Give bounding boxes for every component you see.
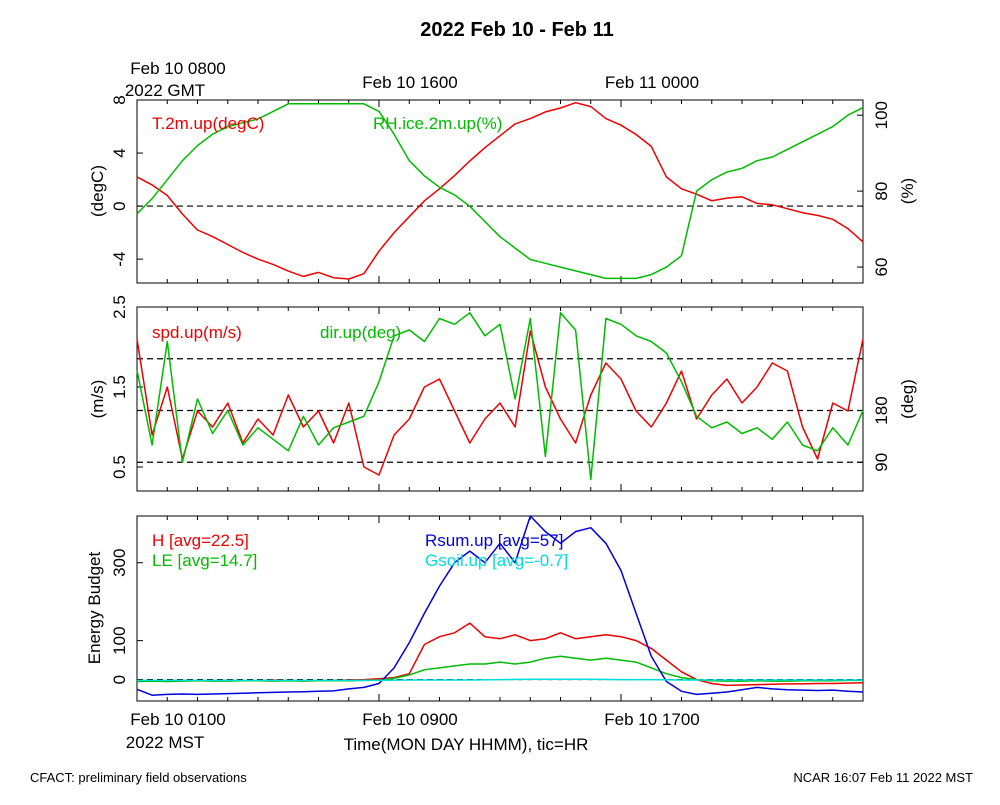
gmt-label-line1: Feb 10 0800 — [130, 59, 225, 78]
series-line — [136, 103, 864, 280]
y-tick-label-right: 180 — [872, 396, 891, 424]
footer-right: NCAR 16:07 Feb 11 2022 MST — [793, 770, 973, 785]
series-line — [136, 312, 864, 481]
y-tick-label-left: 8 — [110, 95, 129, 104]
figure-title: 2022 Feb 10 - Feb 11 — [420, 19, 613, 41]
y-tick-label-right: 60 — [872, 258, 891, 277]
y-axis-label-left: Energy Budget — [85, 551, 104, 664]
y-tick-label-left: 0 — [110, 675, 129, 684]
y-tick-label-left: 4 — [110, 148, 129, 157]
panel-wind: 0.5 1.5 2.5 90 180 (m/s) (deg) spd.up(m/s) d… — [88, 295, 917, 492]
y-tick-label-left: 0 — [110, 201, 129, 210]
y-axis-label-right: (%) — [898, 178, 917, 204]
legend-series-label: dir.up(deg) — [320, 323, 401, 342]
mst-label-line1: Feb 10 0100 — [130, 710, 225, 729]
y-axis-label-left: (degC) — [88, 165, 107, 217]
gmt-label-line2: 2022 GMT — [125, 81, 205, 100]
y-tick-label-left: 0.5 — [110, 455, 129, 479]
panel-energy-budget: 0 100 300 Energy Budget H [avg=22.5] LE [a… — [85, 515, 864, 702]
y-tick-label-right: 80 — [872, 182, 891, 201]
mst-tick-label: Feb 10 1700 — [604, 710, 699, 729]
legend-series-label: spd.up(m/s) — [152, 323, 242, 342]
y-tick-label-left: 100 — [110, 626, 129, 654]
y-tick-label-left: -4 — [110, 252, 129, 267]
y-axis-label-right: (deg) — [898, 379, 917, 419]
y-axis-label-left: (m/s) — [88, 380, 107, 419]
legend-series-label: RH.ice.2m.up(%) — [373, 114, 502, 133]
legend-series-label: Gsoil.up [avg=-0.7] — [425, 551, 568, 570]
gmt-tick-label: Feb 10 1600 — [362, 73, 457, 92]
gmt-tick-label: Feb 11 0000 — [605, 73, 699, 92]
y-tick-label-left: 1.5 — [110, 375, 129, 399]
series-line — [136, 515, 864, 696]
series-line — [136, 622, 864, 687]
legend-series-label: T.2m.up(degC) — [152, 114, 264, 133]
series-line — [136, 655, 863, 683]
y-tick-label-right: 100 — [872, 101, 891, 129]
panel-frame — [136, 306, 864, 492]
series-line — [137, 678, 863, 682]
mst-label-line2: 2022 MST — [126, 733, 204, 752]
mst-tick-label: Feb 10 0900 — [362, 710, 457, 729]
y-tick-label-left: 300 — [110, 549, 129, 577]
legend-series-label: H [avg=22.5] — [152, 531, 249, 550]
legend-series-label: Rsum.up [avg=57] — [425, 531, 563, 550]
panel-temperature-rh: -4 0 4 8 60 80 100 (degC) (%) T.2m.up(degC) RH… — [88, 95, 917, 284]
y-tick-label-left: 2.5 — [110, 295, 129, 319]
y-tick-label-right: 90 — [872, 453, 891, 472]
footer-left: CFACT: preliminary field observations — [30, 770, 247, 785]
legend-series-label: LE [avg=14.7] — [152, 551, 257, 570]
series-line — [136, 101, 864, 280]
x-axis-label: Time(MON DAY HHMM), tic=HR — [344, 735, 589, 754]
series-line — [136, 330, 864, 476]
